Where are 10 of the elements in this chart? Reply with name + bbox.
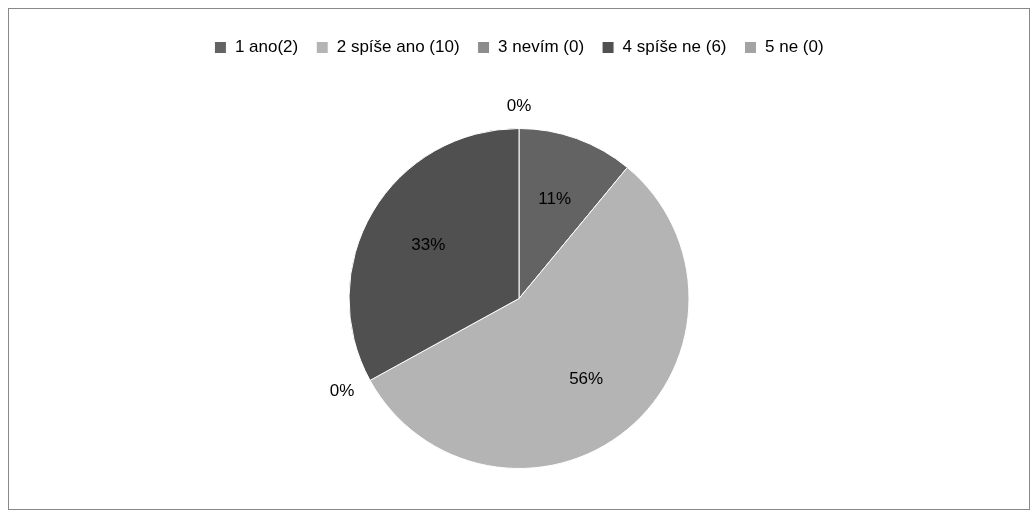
- legend-label: 3 nevím (0): [498, 37, 585, 57]
- legend-label: 5 ne (0): [765, 37, 824, 57]
- data-label: 11%: [538, 189, 572, 209]
- legend-label: 1 ano(2): [234, 37, 299, 57]
- legend-label: 4 spíše ne (6): [622, 37, 727, 57]
- legend-label: 2 spíše ano (10): [336, 37, 460, 57]
- data-label: 33%: [411, 234, 446, 254]
- text: 0%: [506, 96, 532, 116]
- data-label: 56%: [569, 369, 604, 389]
- text: 0%: [329, 380, 355, 400]
